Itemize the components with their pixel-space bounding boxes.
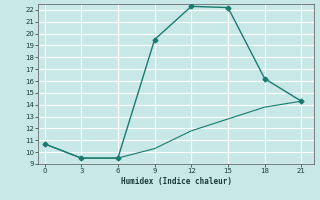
X-axis label: Humidex (Indice chaleur): Humidex (Indice chaleur) — [121, 177, 231, 186]
